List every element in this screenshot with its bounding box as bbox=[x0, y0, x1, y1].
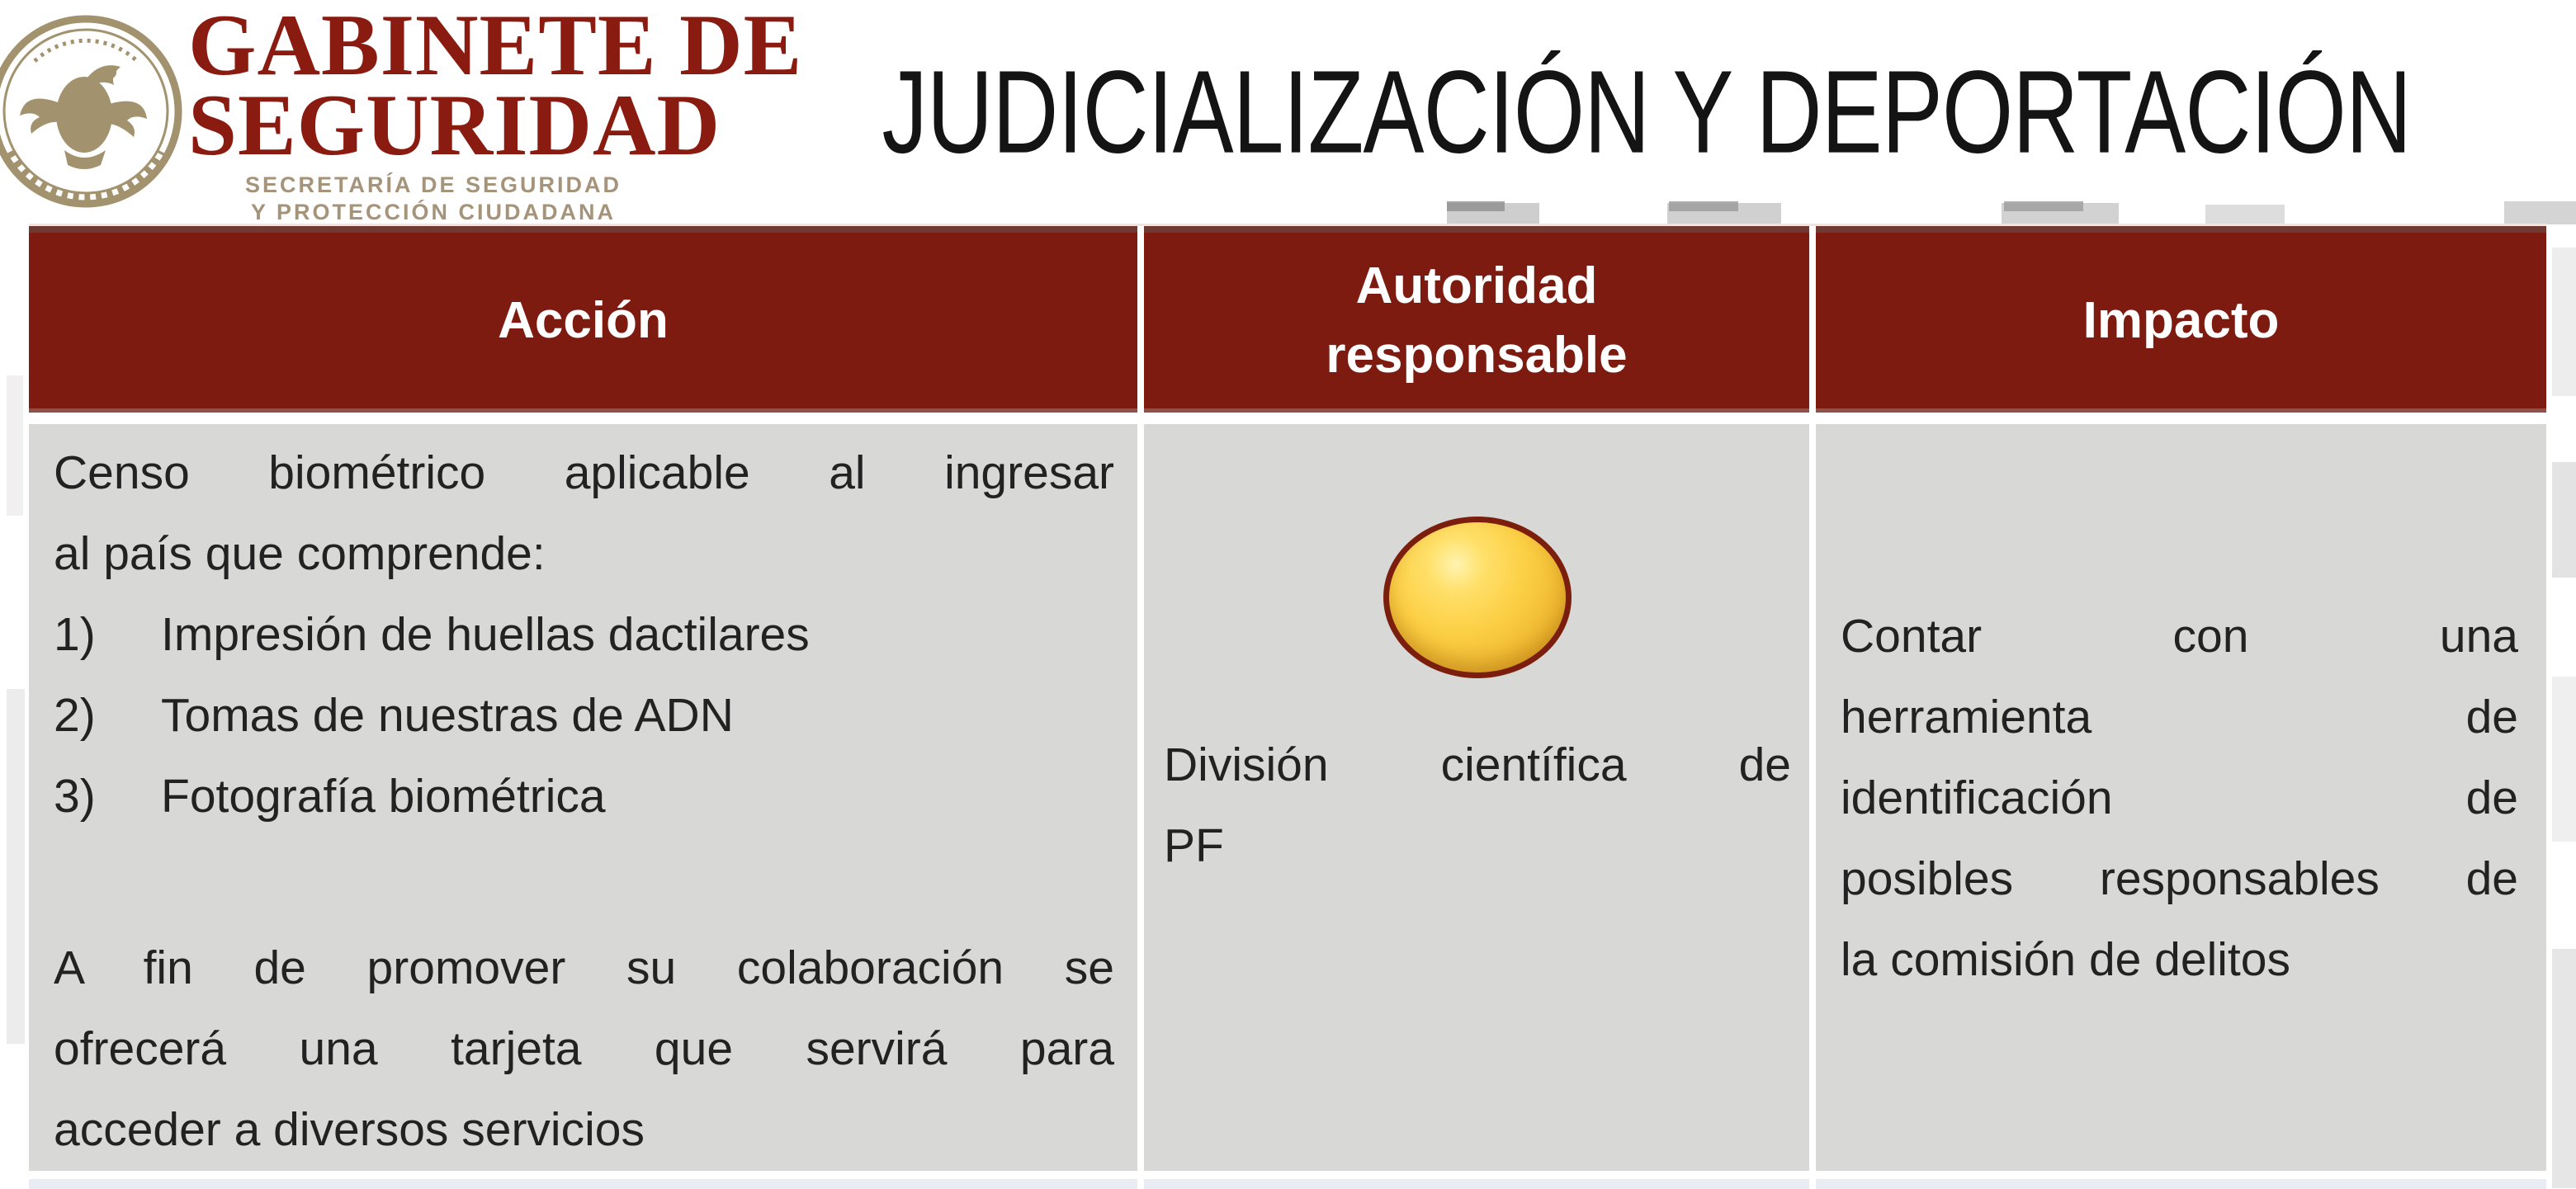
yellow-circle-marker-icon bbox=[1383, 517, 1572, 678]
next-row-cell bbox=[1816, 1179, 2546, 1189]
text-line: Acción bbox=[498, 291, 669, 349]
accion-outro-text: A fin de promover su colaboración se ofre… bbox=[54, 927, 1114, 1170]
text-line: A fin de promover su colaboración se bbox=[54, 941, 1114, 994]
agency-logo: GABINETE DE SEGURIDAD SECRETARÍA DE SEGUR… bbox=[0, 0, 825, 226]
text-line: la comisión de delitos bbox=[1841, 932, 2290, 986]
autoridad-text: División científica de PF bbox=[1164, 724, 1791, 886]
text-line: ofrecerá una tarjeta que servirá para bbox=[54, 1022, 1114, 1075]
list-item-number: 2) bbox=[54, 689, 96, 742]
accion-intro-text: Censo biométrico aplicable al ingresar al… bbox=[54, 432, 1114, 594]
agency-subtitle-line2: Y PROTECCIÓN CIUDADANA bbox=[250, 200, 617, 224]
table-top-hairline bbox=[29, 224, 2546, 226]
text-line: herramienta de bbox=[1841, 690, 2518, 743]
list-item-number: 3) bbox=[54, 770, 96, 823]
next-row-cell bbox=[29, 1179, 1137, 1189]
scan-artifact bbox=[7, 375, 23, 516]
list-item-text: Impresión de huellas dactilares bbox=[161, 608, 810, 661]
scan-artifact bbox=[2552, 248, 2576, 396]
column-header-accion: Acción bbox=[29, 226, 1137, 413]
mexican-coat-of-arms-seal-icon bbox=[0, 3, 193, 216]
next-row-cell bbox=[1144, 1179, 1809, 1189]
text-line: acceder a diversos servicios bbox=[54, 1103, 645, 1156]
scan-artifact bbox=[2552, 462, 2576, 578]
scan-artifact bbox=[2504, 201, 2576, 224]
text-line: SEGURIDAD bbox=[188, 77, 721, 173]
scan-artifact bbox=[2552, 677, 2576, 842]
next-row-peek bbox=[29, 1179, 2546, 1189]
list-item: 3) Fotografía biométrica bbox=[54, 756, 1114, 837]
agency-subtitle-line1: SECRETARÍA DE SEGURIDAD bbox=[244, 172, 622, 197]
text-line: División científica de bbox=[1164, 738, 1791, 791]
list-item-text: Tomas de nuestras de ADN bbox=[161, 689, 734, 742]
list-item: 1) Impresión de huellas dactilares bbox=[54, 594, 1114, 675]
column-header-label: Acción bbox=[498, 286, 669, 356]
scan-artifact bbox=[2552, 949, 2576, 1188]
table-body-row: Censo biométrico aplicable al ingresar al… bbox=[29, 424, 2546, 1171]
text-line: responsable bbox=[1326, 326, 1628, 384]
cell-autoridad: División científica de PF bbox=[1144, 424, 1809, 1171]
cell-accion: Censo biométrico aplicable al ingresar al… bbox=[29, 424, 1137, 1171]
list-item-number: 1) bbox=[54, 608, 96, 661]
cell-impacto: Contar con una herramienta de identificaci… bbox=[1816, 424, 2546, 1171]
agency-wordmark: GABINETE DE SEGURIDAD bbox=[188, 0, 803, 173]
list-item-text: Fotografía biométrica bbox=[161, 770, 606, 823]
impacto-text: Contar con una herramienta de identificaci… bbox=[1841, 596, 2518, 1000]
table-header-row: Acción Autoridad responsable Impacto bbox=[29, 226, 2546, 413]
scan-artifact bbox=[1669, 201, 1738, 211]
slide-title-text: JUDICIALIZACIÓN Y DEPORTACIÓN bbox=[882, 45, 2413, 177]
list-item: 2) Tomas de nuestras de ADN bbox=[54, 675, 1114, 756]
text-line: posibles responsables de bbox=[1841, 852, 2518, 905]
text-line: Autoridad bbox=[1355, 257, 1598, 314]
column-header-label: Autoridad responsable bbox=[1326, 252, 1627, 390]
accion-numbered-list: 1) Impresión de huellas dactilares 2) Tomas… bbox=[54, 594, 1114, 837]
text-line: GABINETE DE bbox=[188, 0, 803, 93]
scan-artifact bbox=[1447, 201, 1505, 211]
agency-subtitle: SECRETARÍA DE SEGURIDAD Y PROTECCIÓN CIU… bbox=[186, 172, 681, 226]
scan-artifact bbox=[2205, 205, 2285, 224]
scan-artifact bbox=[7, 689, 25, 1044]
text-line: PF bbox=[1164, 819, 1224, 872]
scan-artifact bbox=[2004, 201, 2083, 211]
text-line: al país que comprende: bbox=[54, 527, 546, 580]
text-line: Censo biométrico aplicable al ingresar bbox=[54, 446, 1114, 499]
text-line: identificación de bbox=[1841, 771, 2518, 824]
text-line: Impacto bbox=[2082, 291, 2280, 349]
slide-title: JUDICIALIZACIÓN Y DEPORTACIÓN bbox=[882, 33, 2413, 190]
action-table: Acción Autoridad responsable Impacto Cens… bbox=[29, 224, 2546, 1189]
column-header-impacto: Impacto bbox=[1816, 226, 2546, 413]
text-line: Contar con una bbox=[1841, 609, 2518, 663]
column-header-autoridad: Autoridad responsable bbox=[1144, 226, 1809, 413]
column-header-label: Impacto bbox=[2083, 286, 2280, 356]
